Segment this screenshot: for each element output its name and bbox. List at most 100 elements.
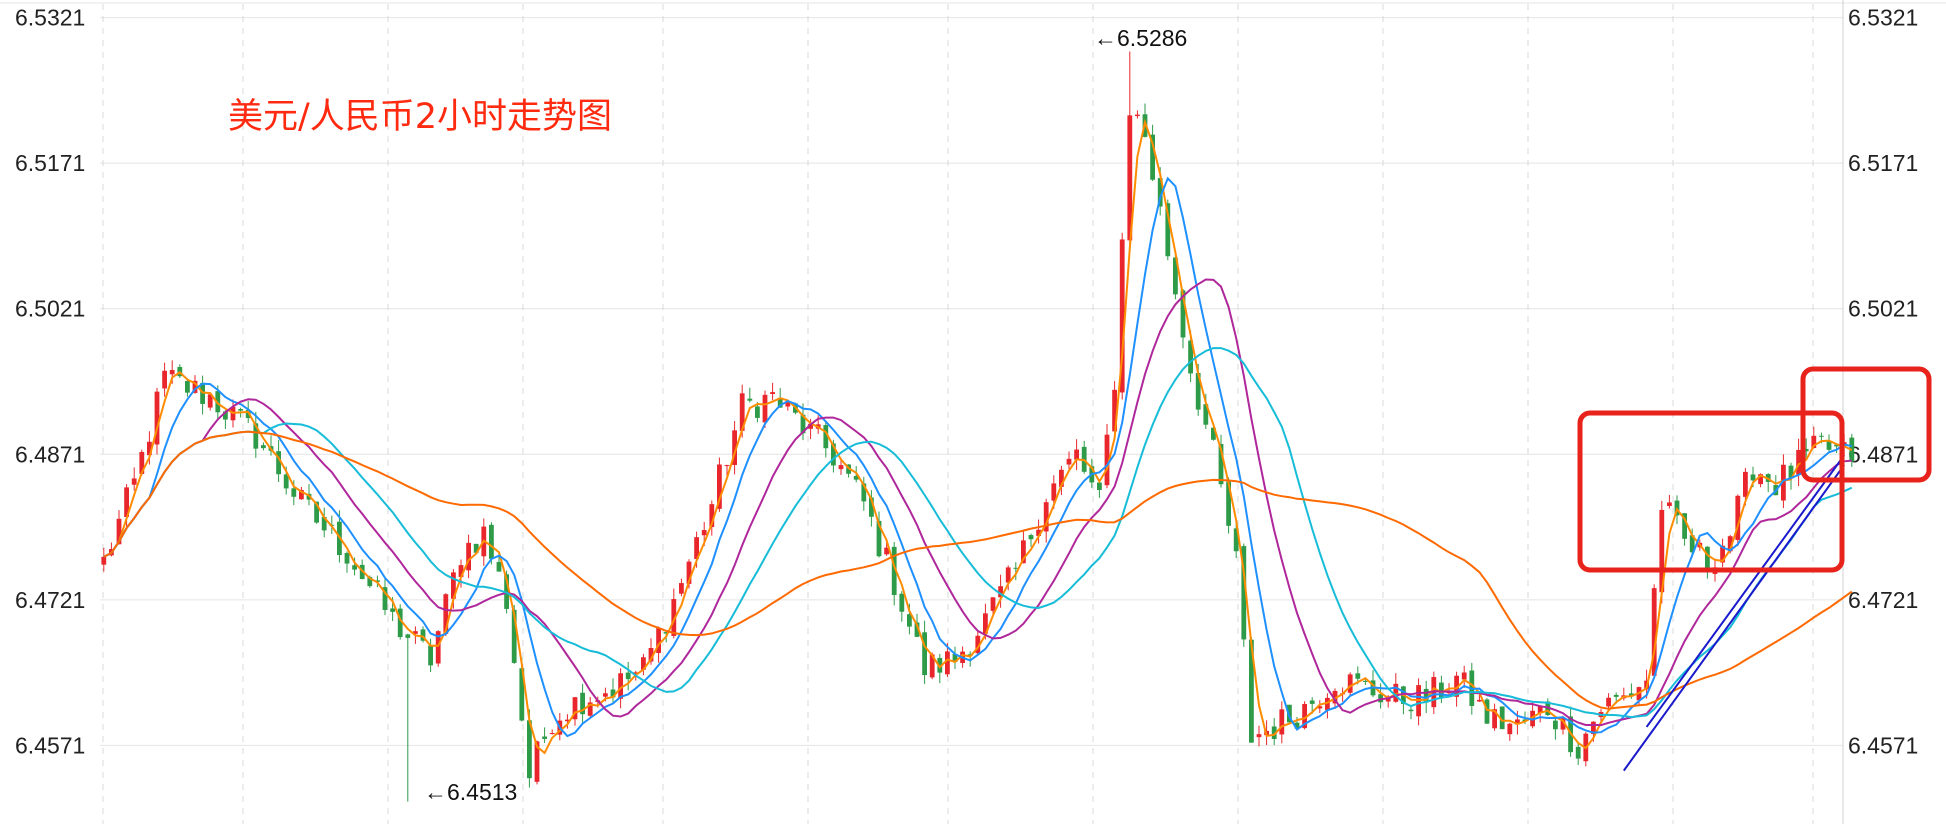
- candle-body: [1454, 675, 1459, 697]
- candle-body: [1788, 465, 1794, 479]
- candle-body: [587, 702, 593, 716]
- candle-body: [838, 465, 844, 470]
- candle-body: [1727, 536, 1733, 552]
- candle-body: [762, 394, 768, 423]
- candle-body: [1249, 639, 1254, 743]
- candle-body: [489, 524, 494, 559]
- candle-body: [610, 689, 616, 698]
- candle-body: [1233, 528, 1239, 552]
- candle-body: [207, 394, 213, 408]
- candle-body: [618, 673, 623, 699]
- candle-body: [428, 645, 433, 666]
- candle-body: [1165, 203, 1171, 257]
- candle-body: [686, 561, 692, 584]
- candle-body: [732, 430, 737, 465]
- candle-body: [861, 483, 867, 502]
- candle-body: [625, 672, 631, 680]
- candle-body: [1408, 709, 1414, 712]
- candle-body: [223, 411, 228, 420]
- price-axis: 6.5321 6.5321 6.5171 6.5171 6.5021 6.5021 6.48…: [15, 5, 1918, 759]
- candle-body: [1575, 746, 1581, 759]
- candle-body: [1211, 427, 1216, 440]
- candle-body: [739, 393, 745, 431]
- candle-body: [185, 381, 190, 393]
- candle-body: [1256, 734, 1262, 738]
- candle-body: [1393, 683, 1399, 702]
- candle-body: [1309, 700, 1315, 704]
- candle-body: [314, 501, 319, 523]
- candle-body: [1477, 699, 1482, 702]
- ma-line: [103, 347, 1853, 719]
- y-tick-left: 6.4871: [15, 441, 85, 467]
- candle-body: [321, 517, 327, 531]
- candle-body: [192, 380, 198, 393]
- candle-body: [542, 736, 547, 739]
- candle-body: [413, 631, 418, 634]
- candle-body: [169, 370, 175, 375]
- candle-body: [101, 556, 107, 565]
- candle-body: [983, 613, 988, 634]
- candle-body: [1705, 546, 1710, 570]
- candle-body: [869, 497, 874, 517]
- candle-body: [276, 451, 281, 475]
- candle-body: [1667, 502, 1672, 506]
- candle-body: [1036, 529, 1041, 536]
- candle-body: [443, 594, 449, 634]
- candle-body: [1682, 513, 1687, 539]
- candle-body: [1629, 693, 1634, 697]
- candle-body: [565, 719, 570, 722]
- ma-line: [103, 118, 1853, 755]
- candle-body: [1515, 719, 1520, 725]
- low-label: ←6.4513: [424, 779, 517, 805]
- candle-body: [671, 599, 677, 636]
- candle-body: [945, 651, 950, 675]
- y-tick-left: 6.5171: [15, 150, 85, 176]
- trendlines: [1622, 454, 1846, 772]
- candle-body: [641, 657, 646, 670]
- y-tick-left: 6.4721: [15, 587, 85, 613]
- candle-body: [1005, 567, 1011, 583]
- candle-body: [663, 632, 669, 634]
- candle-body: [1203, 404, 1209, 425]
- candle-body: [1803, 448, 1809, 452]
- candle-body: [1195, 372, 1201, 410]
- candle-body: [580, 692, 585, 715]
- candle-body: [1302, 703, 1307, 729]
- candle-body: [1758, 474, 1763, 485]
- candle-body: [1066, 458, 1072, 465]
- candle-body: [291, 488, 297, 497]
- candle-body: [1279, 709, 1285, 735]
- candle-body: [1355, 673, 1361, 679]
- candle-body: [709, 504, 715, 527]
- ma-line: [103, 176, 1853, 738]
- trendline: [1622, 464, 1846, 772]
- candle-body: [1051, 483, 1057, 501]
- candle-body: [1173, 257, 1178, 295]
- ma-line: [103, 430, 1853, 710]
- candle-body: [238, 409, 243, 411]
- candle-body: [1325, 697, 1330, 711]
- highlight-boxes: [1577, 366, 1932, 573]
- candle-body: [534, 741, 540, 782]
- candle-body: [914, 622, 920, 637]
- candle-body: [694, 537, 699, 560]
- candle-body: [755, 406, 760, 418]
- candle-body: [777, 397, 783, 408]
- candle-body: [496, 561, 502, 572]
- candle-body: [1659, 509, 1665, 593]
- candle-body: [937, 657, 943, 673]
- candle-body: [656, 628, 661, 654]
- candle-body: [572, 697, 578, 720]
- candle-body: [1180, 290, 1186, 338]
- candle-body: [116, 518, 122, 545]
- y-tick-right: 6.4871: [1848, 441, 1918, 467]
- candle-body: [1043, 502, 1049, 532]
- candle-body: [1834, 444, 1839, 447]
- candle-body: [891, 546, 897, 596]
- candle-body: [1537, 706, 1543, 714]
- candle-body: [397, 608, 403, 638]
- candle-body: [283, 474, 289, 489]
- candle-body: [382, 587, 388, 610]
- candle-body: [1507, 723, 1513, 735]
